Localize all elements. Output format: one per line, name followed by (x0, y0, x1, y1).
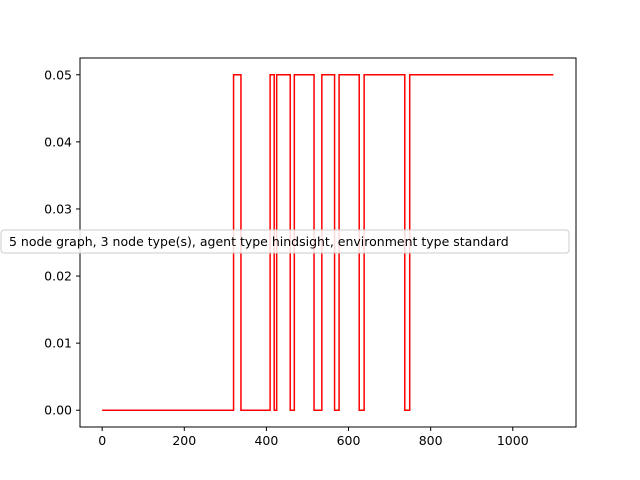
x-tick-label: 1000 (497, 433, 529, 448)
legend: 5 node graph, 3 node type(s), agent type… (0, 229, 570, 254)
x-tick-label: 400 (254, 433, 278, 448)
y-tick-label: 0.04 (44, 134, 72, 149)
y-tick-label: 0.00 (44, 403, 72, 418)
y-tick-label: 0.02 (44, 269, 72, 284)
legend-label: 5 node graph, 3 node type(s), agent type… (9, 234, 509, 249)
y-tick-label: 0.05 (44, 67, 72, 82)
axis-ticks: 0 200 400 600 800 1000 0.00 0.01 0.02 0.03 0.04 0.0… (44, 67, 529, 448)
x-tick-label: 200 (172, 433, 196, 448)
x-tick-label: 600 (337, 433, 361, 448)
y-tick-label: 0.03 (44, 201, 72, 216)
y-tick-label: 0.01 (44, 336, 72, 351)
legend-box (0, 229, 570, 254)
x-tick-label: 800 (419, 433, 443, 448)
x-tick-label: 0 (98, 433, 106, 448)
